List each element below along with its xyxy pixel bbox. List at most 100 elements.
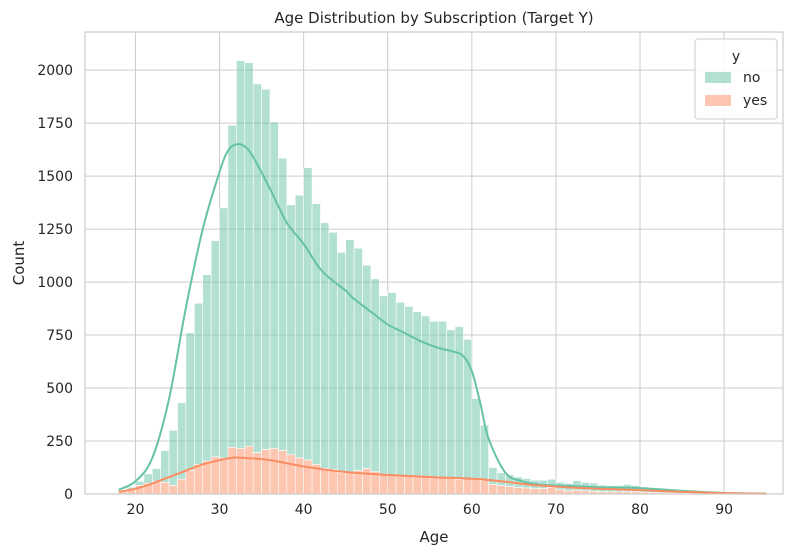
legend: y no yes	[694, 38, 778, 120]
y-tick-label: 1250	[37, 222, 73, 238]
bar-no	[345, 239, 355, 474]
x-tick-label: 30	[211, 502, 229, 518]
bar-no	[252, 83, 262, 453]
bar-no	[387, 292, 397, 476]
x-tick-label: 80	[631, 502, 649, 518]
plot-frame	[84, 31, 784, 495]
bar-yes	[160, 482, 170, 495]
kde-line-yes	[118, 456, 767, 495]
bar-yes	[202, 460, 212, 495]
legend-title: y	[732, 49, 740, 65]
bar-no	[353, 247, 363, 471]
bar-yes	[463, 478, 473, 495]
bar-yes	[345, 472, 355, 495]
bar-yes	[471, 478, 481, 495]
bar-no	[437, 320, 447, 479]
x-tick-labels: 20 30 40 50 60 70 80 90	[127, 502, 734, 518]
bar-no	[404, 306, 414, 477]
bar-no	[421, 315, 431, 478]
bar-yes	[227, 447, 237, 495]
bar-yes	[320, 468, 330, 495]
bar-no	[488, 467, 498, 485]
bar-yes	[547, 487, 557, 495]
bar-yes	[177, 478, 187, 495]
bar-no	[194, 302, 204, 465]
bar-yes	[454, 478, 464, 495]
bar-yes	[538, 488, 548, 495]
x-axis-label: Age	[419, 528, 448, 546]
bar-no	[278, 157, 288, 451]
bar-yes	[446, 477, 456, 495]
bar-yes	[379, 473, 389, 495]
bar-yes	[185, 470, 195, 495]
bar-no	[210, 240, 220, 458]
bar-no	[496, 472, 506, 486]
bar-yes	[522, 487, 532, 495]
bar-no	[395, 301, 405, 477]
bar-yes	[505, 486, 515, 495]
y-tick-label: 1500	[37, 169, 73, 185]
bar-no	[151, 468, 161, 482]
y-tick-label: 1750	[37, 116, 73, 132]
bar-yes	[387, 474, 397, 495]
bar-yes	[437, 477, 447, 495]
bar-no	[236, 60, 246, 449]
bar-no	[328, 231, 338, 470]
bar-no	[286, 204, 296, 456]
bar-yes	[303, 459, 313, 495]
y-tick-label: 250	[46, 434, 73, 450]
bar-yes	[513, 487, 523, 495]
bar-no	[227, 124, 237, 448]
bar-no	[244, 62, 254, 447]
bar-yes	[168, 485, 178, 495]
bar-yes	[244, 446, 254, 495]
bar-yes	[395, 475, 405, 495]
bar-yes	[421, 476, 431, 495]
bar-yes	[278, 450, 288, 495]
x-tick-label: 70	[547, 502, 565, 518]
bar-yes	[496, 485, 506, 495]
y-axis-label: Count	[10, 241, 28, 286]
bar-no	[370, 278, 380, 473]
legend-swatch-yes	[705, 95, 731, 106]
bar-yes	[412, 476, 422, 495]
bar-no	[202, 274, 212, 462]
y-tick-label: 1000	[37, 275, 73, 291]
y-tick-label: 2000	[37, 63, 73, 79]
legend-label-no: no	[743, 70, 760, 86]
legend-swatch-no	[705, 72, 731, 83]
bar-no	[471, 398, 481, 480]
bar-no	[311, 203, 321, 465]
bar-yes	[294, 457, 304, 495]
chart-title: Age Distribution by Subscription (Target…	[274, 9, 593, 27]
bar-no	[135, 480, 145, 486]
bar-no	[219, 207, 229, 459]
x-tick-label: 20	[127, 502, 145, 518]
bar-yes	[488, 484, 498, 495]
bar-no	[362, 264, 372, 469]
bar-yes	[555, 489, 565, 495]
bar-yes	[328, 469, 338, 495]
bar-yes	[429, 477, 439, 495]
bar-no	[143, 473, 153, 484]
bar-yes	[362, 468, 372, 495]
bar-yes	[404, 475, 414, 495]
bar-yes	[286, 454, 296, 495]
bar-yes	[261, 449, 271, 495]
bar-yes	[194, 464, 204, 495]
bar-no	[454, 326, 464, 480]
x-tick-label: 60	[463, 502, 481, 518]
bar-no	[185, 332, 195, 471]
bar-yes	[236, 448, 246, 495]
y-tick-label: 750	[46, 328, 73, 344]
bar-yes	[219, 457, 229, 495]
y-tick-labels: 0 250 500 750 1000 1250 1500 1750 2000	[37, 63, 73, 503]
bar-yes	[530, 488, 540, 495]
x-tick-label: 50	[379, 502, 397, 518]
y-tick-label: 500	[46, 381, 73, 397]
kde-line-no	[118, 143, 767, 495]
bar-yes	[336, 472, 346, 495]
bar-no	[177, 402, 187, 480]
bar-no	[320, 222, 330, 469]
